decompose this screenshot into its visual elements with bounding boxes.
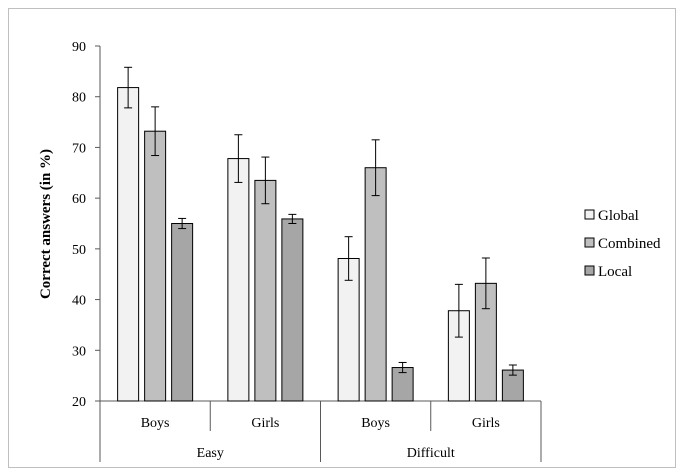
x-category-label: Boys [141, 416, 170, 431]
bar-global [117, 87, 140, 402]
x-group-label: Difficult [407, 446, 455, 461]
bar-combined [144, 130, 167, 402]
axes [99, 46, 541, 402]
bar-local [171, 223, 194, 402]
y-tick-label: 40 [72, 294, 86, 309]
bars [117, 66, 524, 402]
legend-swatch-combined [584, 237, 595, 248]
y-tick-label: 20 [72, 395, 86, 410]
y-tick-label: 80 [72, 91, 86, 106]
y-ticks: 20 30 40 50 60 70 80 90 [72, 40, 100, 410]
y-tick-label: 50 [72, 243, 86, 258]
y-tick-label: 30 [72, 344, 86, 359]
legend: Global Combined Local [584, 208, 661, 280]
x-group-label: Easy [197, 446, 224, 461]
x-category-label: Girls [251, 416, 279, 431]
bar-global [227, 158, 250, 402]
legend-label-combined: Combined [598, 236, 661, 252]
legend-label-local: Local [598, 264, 632, 280]
bar-combined [364, 167, 387, 402]
bar-local [281, 218, 304, 402]
y-axis-label: Correct answers (in %) [38, 149, 54, 299]
y-tick-label: 60 [72, 192, 86, 207]
y-tick-label: 70 [72, 141, 86, 156]
legend-label-global: Global [598, 208, 639, 224]
legend-swatch-local [584, 265, 595, 276]
bar-combined [254, 179, 277, 402]
x-categories: Boys Girls Boys Girls Easy Difficult [99, 401, 542, 462]
legend-swatch-global [584, 209, 595, 220]
y-tick-label: 90 [72, 40, 86, 55]
x-category-label: Boys [361, 416, 390, 431]
x-category-label: Girls [472, 416, 500, 431]
